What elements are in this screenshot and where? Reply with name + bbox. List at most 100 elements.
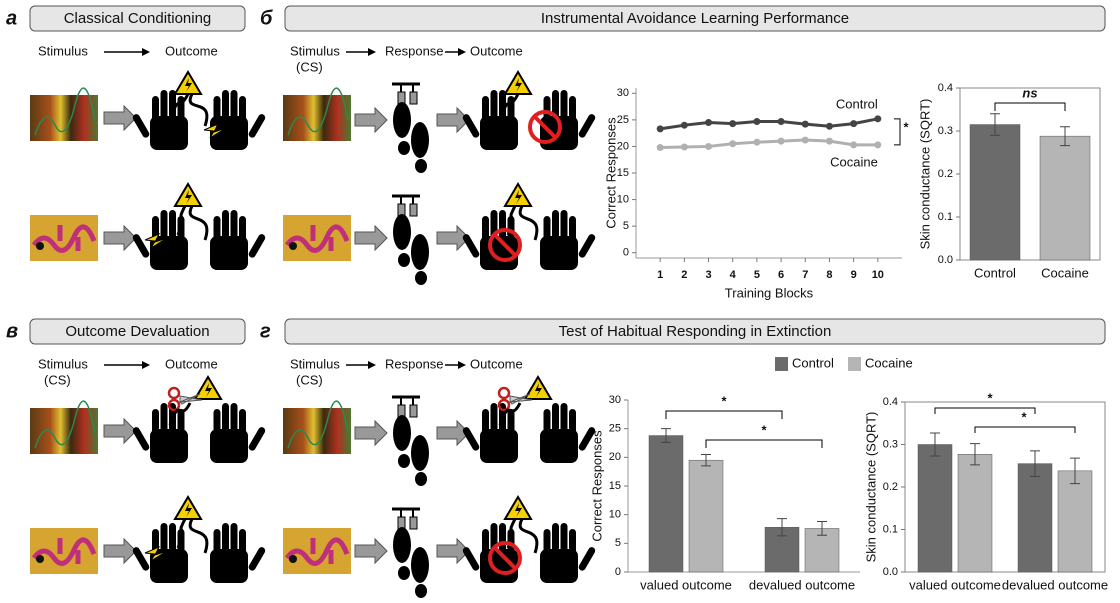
hand-icon: [540, 403, 596, 463]
panel-title: Classical Conditioning: [64, 10, 212, 27]
hand-icon: [132, 210, 188, 270]
stimulus-image: [283, 87, 351, 141]
y-tick-label: 0: [623, 247, 629, 259]
no-sign-bar: [493, 546, 517, 570]
y-tick-label: 0.2: [938, 168, 953, 180]
error-bar: [661, 428, 671, 443]
series-point: [777, 117, 785, 125]
annotation: *: [1021, 409, 1027, 424]
x-tick-label: 5: [754, 269, 760, 281]
x-tick-label: Cocaine: [1041, 265, 1089, 280]
x-tick-label: 4: [730, 269, 737, 281]
legend-label: Control: [792, 355, 834, 370]
flow-step: Outcome: [470, 43, 523, 58]
bolt: [515, 190, 522, 204]
spark: [144, 546, 168, 562]
bolt: [205, 383, 212, 397]
significance-bracket: [934, 407, 1036, 414]
process-arrow: [436, 419, 470, 447]
stimulus-squiggle: [31, 224, 97, 253]
legend-swatch: [848, 357, 861, 371]
x-tick-label: 6: [778, 269, 784, 281]
y-tick-label: 0.4: [883, 396, 898, 408]
footprint: [411, 234, 429, 270]
pedal: [409, 91, 418, 105]
x-tick-label: 10: [872, 269, 884, 281]
wire: [168, 93, 190, 121]
heel: [398, 566, 410, 580]
palm: [150, 429, 188, 463]
finger: [560, 90, 568, 124]
process-arrow: [103, 417, 137, 445]
series-point: [825, 122, 833, 130]
flow-cs: (CS): [296, 59, 323, 74]
panel-title-box: [29, 318, 246, 345]
stimulus-bg: [283, 95, 351, 141]
footprint: [411, 547, 429, 583]
process-arrow: [103, 224, 137, 252]
palm: [210, 429, 248, 463]
y-axis-label: Correct Responses: [589, 430, 604, 542]
process-arrow: [103, 537, 137, 565]
pedal: [409, 404, 418, 418]
series-point: [874, 115, 882, 123]
flow-step: Response: [385, 43, 444, 58]
bolt: [515, 503, 522, 517]
x-tick-label: valued outcome: [909, 577, 1001, 592]
heel: [415, 472, 427, 486]
wire: [188, 205, 209, 241]
scissors-blade: [509, 393, 533, 405]
y-tick-label: 0.4: [938, 82, 953, 94]
x-tick-label: devalued outcome: [749, 577, 855, 592]
y-tick-label: 0.1: [883, 523, 898, 535]
flow-arrow-head: [142, 361, 150, 369]
thumb: [248, 547, 266, 571]
error-bar: [817, 521, 827, 536]
hand-icon: [462, 403, 518, 463]
x-tick-label: devalued outcome: [1002, 577, 1108, 592]
thumb: [248, 234, 266, 258]
flow-step: Outcome: [165, 356, 218, 371]
series-point: [753, 138, 761, 146]
hand-icon: [210, 403, 266, 463]
heel: [415, 584, 427, 598]
series-point: [729, 140, 737, 148]
bar: [1057, 470, 1093, 573]
wire: [498, 402, 522, 426]
annotation: *: [721, 393, 727, 408]
palm: [150, 116, 188, 150]
palm: [540, 236, 578, 270]
panel-title-box: [29, 5, 246, 32]
scissors-ring: [497, 398, 511, 412]
footprint: [393, 527, 411, 563]
spark: [144, 233, 168, 249]
heel: [415, 271, 427, 285]
stimulus-image: [283, 528, 351, 574]
footprint: [411, 435, 429, 471]
series-point: [850, 141, 858, 149]
y-tick-label: 5: [615, 537, 621, 549]
process-arrow: [103, 104, 137, 132]
stimulus-lines: [34, 400, 96, 449]
annotation: *: [761, 422, 767, 437]
y-tick-label: 0.0: [883, 566, 898, 578]
footprint: [393, 214, 411, 250]
y-tick-label: 10: [617, 193, 629, 205]
stimulus-squiggle: [284, 224, 350, 253]
scissors-ring: [497, 386, 511, 400]
bar: [1017, 463, 1053, 573]
series-point: [874, 141, 882, 149]
flow-step: Response: [385, 356, 444, 371]
finger: [230, 90, 238, 124]
panel-label: г: [260, 320, 271, 342]
scissors-ring: [167, 386, 181, 400]
flow-step: Stimulus: [290, 43, 340, 58]
flow-arrow-head: [368, 48, 376, 56]
thumb: [578, 427, 596, 451]
panel-title: Outcome Devaluation: [65, 323, 209, 340]
legend-swatch: [775, 357, 788, 371]
finger: [552, 210, 559, 244]
y-tick-label: 15: [617, 167, 629, 179]
wire: [176, 518, 187, 549]
error-bar: [777, 518, 787, 537]
